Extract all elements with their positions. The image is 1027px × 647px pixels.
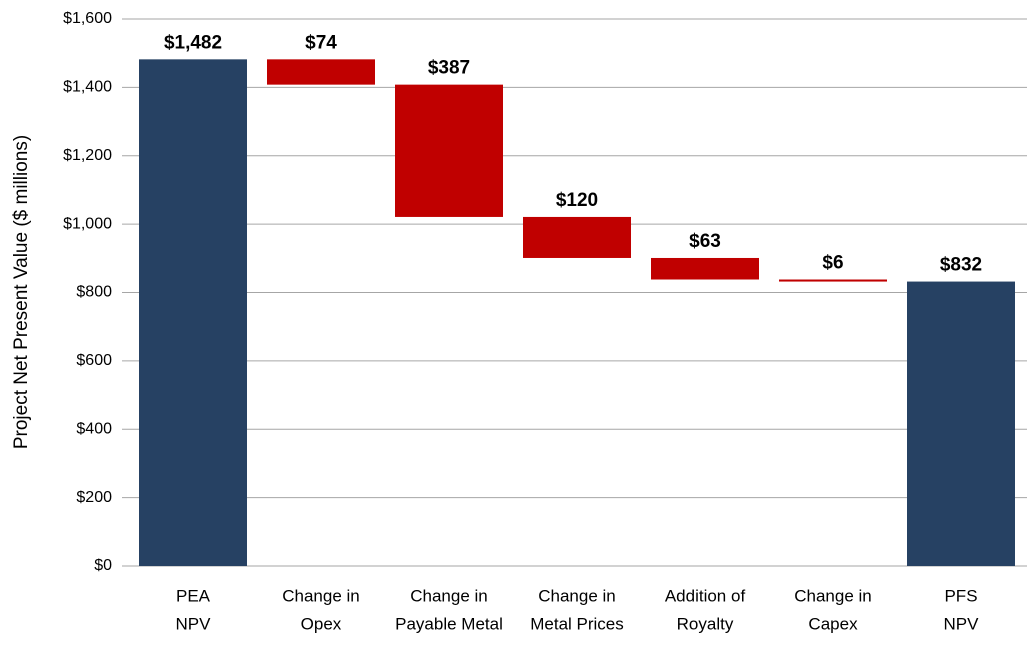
value-label: $6 <box>822 253 843 274</box>
y-tick-label: $1,200 <box>63 147 112 164</box>
x-tick-label: Opex <box>301 614 342 633</box>
value-label: $74 <box>305 32 337 53</box>
x-tick-label: NPV <box>944 614 980 633</box>
y-tick-label: $600 <box>76 352 112 369</box>
x-tick-label: Change in <box>794 586 872 605</box>
bar <box>267 59 375 85</box>
y-tick-label: $1,600 <box>63 10 112 27</box>
bar <box>651 257 759 280</box>
value-label: $1,482 <box>164 32 222 53</box>
x-tick-label: Payable Metal <box>395 614 503 633</box>
value-label: $832 <box>940 255 982 276</box>
bar <box>779 279 887 282</box>
value-label: $63 <box>689 231 721 252</box>
y-tick-label: $200 <box>76 489 112 506</box>
x-tick-label: PFS <box>944 586 977 605</box>
y-tick-label: $400 <box>76 420 112 437</box>
y-tick-label: $1,400 <box>63 79 112 96</box>
bar <box>395 84 503 217</box>
value-label: $387 <box>428 58 470 79</box>
y-tick-label: $0 <box>94 557 112 574</box>
x-tick-label: Change in <box>282 586 360 605</box>
x-tick-label: PEA <box>176 586 211 605</box>
x-tick-label: Addition of <box>665 586 746 605</box>
x-tick-label: Change in <box>538 586 616 605</box>
bar <box>139 59 247 567</box>
x-tick-label: Capex <box>808 614 858 633</box>
bar <box>907 281 1015 566</box>
x-tick-label: Change in <box>410 586 488 605</box>
x-tick-label: Metal Prices <box>530 614 624 633</box>
x-tick-label: NPV <box>176 614 212 633</box>
y-tick-label: $1,000 <box>63 215 112 232</box>
bar <box>523 216 631 258</box>
y-tick-label: $800 <box>76 284 112 301</box>
y-axis-title: Project Net Present Value ($ millions) <box>11 135 32 449</box>
value-label: $120 <box>556 190 598 211</box>
x-tick-label: Royalty <box>677 614 734 633</box>
